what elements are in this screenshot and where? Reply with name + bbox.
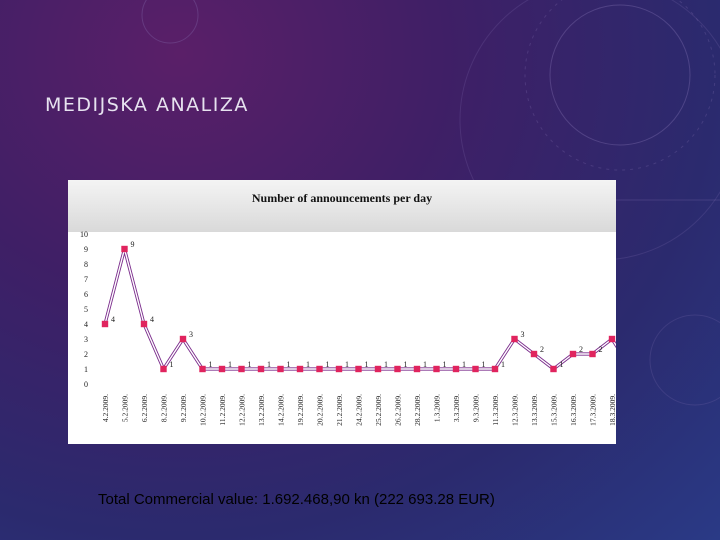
data-point: [355, 365, 362, 373]
data-point: [179, 335, 187, 343]
data-point: [101, 320, 109, 328]
y-tick-label: 8: [84, 260, 88, 269]
data-point: [316, 365, 323, 373]
data-point: [277, 365, 284, 373]
x-tick-label: 9.3.2009.: [472, 394, 481, 422]
data-label: 1: [482, 360, 486, 369]
data-label: 1: [384, 360, 388, 369]
data-point: [140, 320, 148, 328]
data-label: 1: [326, 360, 330, 369]
data-label: 1: [228, 360, 232, 369]
x-tick-label: 20.2.2009.: [316, 394, 325, 426]
commercial-value-caption: Total Commercial value: 1.692.468,90 kn …: [98, 491, 495, 508]
x-tick-label: 12.2.2009.: [238, 394, 247, 426]
x-tick-label: 5.2.2009.: [121, 394, 130, 422]
y-tick-label: 0: [84, 380, 88, 389]
x-tick-label: 19.2.2009.: [296, 394, 305, 426]
x-tick-label: 11.3.2009.: [491, 394, 500, 426]
x-tick-label: 9.2.2009.: [179, 394, 188, 422]
x-tick-label: 6.2.2009.: [140, 394, 149, 422]
data-point: [550, 365, 557, 373]
data-label: 1: [209, 360, 213, 369]
data-point: [472, 365, 479, 373]
x-tick-label: 26.2.2009.: [394, 394, 403, 426]
x-tick-label: 12.3.2009.: [511, 394, 520, 426]
x-tick-label: 3.3.2009.: [452, 394, 461, 422]
y-tick-label: 9: [84, 245, 88, 254]
data-point: [608, 335, 616, 343]
data-point: [335, 365, 343, 373]
slide-title: MEDIJSKA ANALIZA: [45, 94, 249, 116]
x-tick-label: 8.2.2009.: [160, 394, 169, 422]
y-tick-label: 2: [84, 350, 88, 359]
data-label: 1: [287, 360, 291, 369]
data-label: 2: [599, 345, 603, 354]
announcements-line-chart: Number of announcements per day 0 1 2 3 4 5 6 7…: [68, 180, 616, 426]
data-point: [394, 365, 401, 373]
x-tick-label: 28.2.2009.: [413, 394, 422, 426]
y-tick-label: 7: [84, 275, 88, 284]
data-point: [160, 365, 167, 373]
data-label: 1: [560, 360, 564, 369]
data-label: 9: [131, 240, 135, 249]
data-point: [121, 245, 128, 253]
x-tick-label: 1.3.2009.: [433, 394, 442, 422]
data-label: 2: [540, 345, 544, 354]
data-label: 4: [150, 315, 154, 324]
x-tick-label: 4.2.2009.: [101, 394, 110, 422]
data-point: [569, 350, 577, 358]
data-label: 1: [170, 360, 174, 369]
data-point: [199, 365, 206, 373]
data-point: [413, 365, 421, 373]
x-tick-label: 15.3.2009.: [550, 394, 559, 426]
chart-title: Number of announcements per day: [252, 191, 432, 205]
data-label: 1: [345, 360, 349, 369]
data-point: [511, 335, 518, 343]
data-point: [257, 365, 265, 373]
data-point: [433, 365, 440, 373]
chart-title-band: [68, 180, 616, 232]
data-label: 1: [443, 360, 447, 369]
y-tick-label: 10: [80, 230, 88, 239]
x-tick-label: 16.3.2009.: [569, 394, 578, 426]
data-label: 1: [248, 360, 252, 369]
chart-container: Number of announcements per day 0 1 2 3 4 5 6 7…: [68, 180, 616, 444]
x-tick-label: 18.3.2009.: [608, 394, 616, 426]
x-tick-label: 11.2.2009.: [218, 394, 227, 426]
data-point: [238, 365, 245, 373]
y-tick-label: 5: [84, 305, 88, 314]
data-label: 4: [111, 315, 115, 324]
x-tick-label: 17.3.2009.: [589, 394, 598, 426]
data-label: 2: [579, 345, 583, 354]
data-label: 1: [501, 360, 505, 369]
x-tick-label: 13.2.2009.: [257, 394, 266, 426]
data-label: 1: [404, 360, 408, 369]
y-tick-label: 1: [84, 365, 88, 374]
data-label: 1: [267, 360, 271, 369]
data-point: [218, 365, 226, 373]
x-tick-label: 14.2.2009.: [277, 394, 286, 426]
data-point: [589, 350, 596, 358]
data-point: [374, 365, 382, 373]
y-tick-label: 6: [84, 290, 88, 299]
data-label: 1: [306, 360, 310, 369]
data-label: 3: [189, 330, 193, 339]
data-point: [452, 365, 460, 373]
x-tick-label: 10.2.2009.: [199, 394, 208, 426]
data-label: 1: [462, 360, 466, 369]
data-label: 1: [365, 360, 369, 369]
y-tick-label: 3: [84, 335, 88, 344]
x-tick-label: 13.3.2009.: [530, 394, 539, 426]
data-label: 3: [521, 330, 525, 339]
data-point: [530, 350, 538, 358]
y-tick-label: 4: [84, 320, 88, 329]
x-tick-label: 25.2.2009.: [374, 394, 383, 426]
x-tick-label: 24.2.2009.: [355, 394, 364, 426]
data-label: 1: [423, 360, 427, 369]
x-tick-label: 21.2.2009.: [335, 394, 344, 426]
data-point: [296, 365, 304, 373]
data-point: [491, 365, 499, 373]
